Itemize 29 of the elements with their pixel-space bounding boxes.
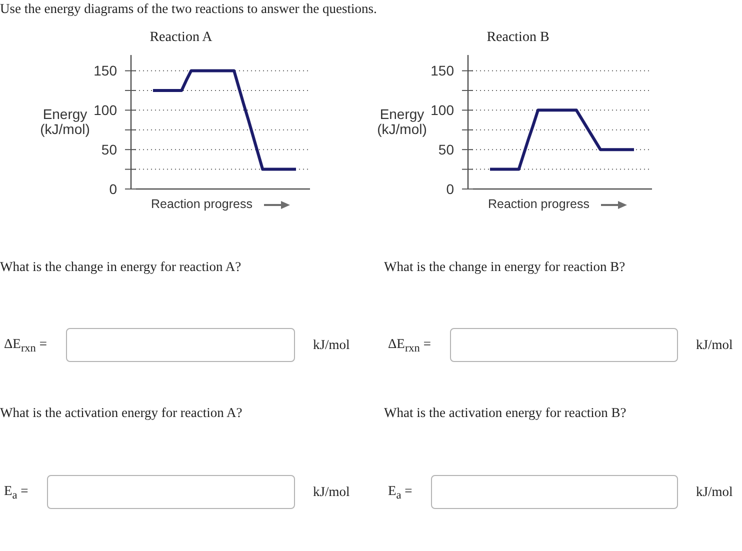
y-tick-label: 0: [446, 180, 454, 197]
text: What is the activation energy for reaction B?: [384, 405, 626, 420]
line-series: [152, 69, 298, 171]
text: Use the energy diagrams of the two reactions to answer the questions.: [0, 1, 377, 16]
y-tick-label: 150: [430, 62, 454, 79]
y-tick-label: 100: [94, 102, 118, 118]
y-tick-label: 50: [438, 141, 454, 158]
y-tick-label: 50: [101, 141, 118, 158]
text: What is the change in energy for reaction A?: [0, 259, 242, 274]
chart-title: Reaction B: [486, 30, 550, 45]
y-tick-label: 100: [430, 102, 454, 118]
text: E$_{a}$ =: [4, 482, 28, 502]
x-axis-title: Reaction progress: [151, 197, 252, 211]
y-tick-label: 150: [94, 62, 118, 79]
chart-title: Reaction A: [150, 30, 212, 45]
text: ΔE$_{rxn}$ =: [4, 336, 47, 354]
text: kJ/mol: [313, 484, 350, 500]
text: What is the change in energy for reaction B?: [384, 259, 626, 274]
y-axis-title: Energy (kJ/mol): [377, 106, 427, 137]
x-axis-title: Reaction progress: [488, 197, 590, 211]
line-series: [488, 108, 636, 171]
text: E$_{a}$ =: [388, 482, 412, 502]
text: kJ/mol: [696, 337, 733, 353]
text: kJ/mol: [696, 484, 733, 500]
text: What is the activation energy for reaction A?: [0, 405, 242, 420]
text: ΔE$_{rxn}$ =: [388, 336, 431, 354]
text: kJ/mol: [313, 337, 350, 353]
y-tick-label: 0: [109, 180, 118, 197]
y-axis-title: Energy (kJ/mol): [40, 106, 90, 137]
